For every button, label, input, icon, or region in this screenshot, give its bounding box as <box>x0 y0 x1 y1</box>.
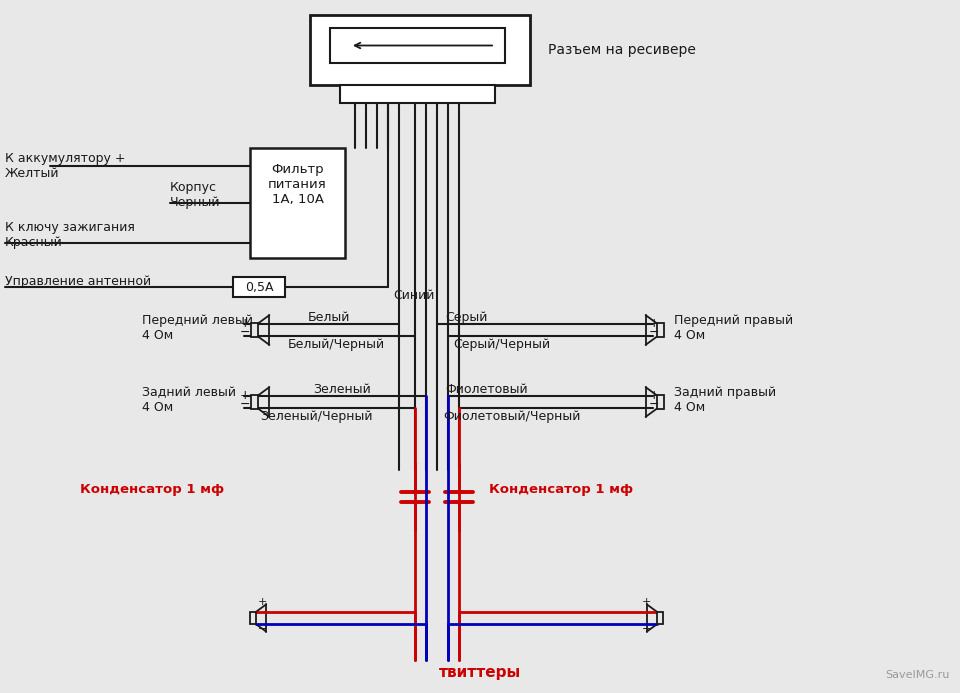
Text: +: + <box>649 317 660 330</box>
Bar <box>330 28 505 63</box>
Text: −: − <box>642 624 652 634</box>
Text: SaveIMG.ru: SaveIMG.ru <box>886 670 950 680</box>
Text: Разъем на ресивере: Разъем на ресивере <box>548 43 696 57</box>
Text: К аккумулятору +
Желтый: К аккумулятору + Желтый <box>5 152 126 180</box>
Text: +: + <box>258 597 267 607</box>
Bar <box>252 324 258 337</box>
Text: Фиолетовый: Фиолетовый <box>445 383 528 396</box>
Bar <box>233 277 285 297</box>
Bar <box>658 612 663 624</box>
Text: +: + <box>649 389 660 402</box>
Text: К ключу зажигания
Красный: К ключу зажигания Красный <box>5 221 134 249</box>
Text: Задний правый
4 Ом: Задний правый 4 Ом <box>674 386 776 414</box>
Bar <box>657 396 663 409</box>
Text: Синий: Синий <box>393 289 434 302</box>
Text: Зеленый: Зеленый <box>313 383 371 396</box>
Text: −: − <box>649 326 660 339</box>
Text: Серый/Черный: Серый/Черный <box>453 338 550 351</box>
Text: −: − <box>240 398 251 411</box>
Text: +: + <box>240 389 251 402</box>
Text: Белый/Черный: Белый/Черный <box>288 338 385 351</box>
Text: твиттеры: твиттеры <box>439 665 521 680</box>
Text: Задний левый
4 Ом: Задний левый 4 Ом <box>142 386 236 414</box>
Text: +: + <box>240 317 251 330</box>
Bar <box>250 148 345 258</box>
Text: Передний правый
4 Ом: Передний правый 4 Ом <box>674 314 793 342</box>
Bar <box>657 324 663 337</box>
Bar <box>340 85 495 103</box>
Text: Конденсатор 1 мф: Конденсатор 1 мф <box>489 483 634 496</box>
Text: Фильтр
питания
1А, 10А: Фильтр питания 1А, 10А <box>268 163 326 206</box>
Text: Конденсатор 1 мф: Конденсатор 1 мф <box>80 483 224 496</box>
Text: Управление антенной: Управление антенной <box>5 275 151 288</box>
Text: Передний левый
4 Ом: Передний левый 4 Ом <box>142 314 253 342</box>
Text: Зеленый/Черный: Зеленый/Черный <box>260 410 372 423</box>
Text: Корпус
Черный: Корпус Черный <box>170 181 221 209</box>
Text: Серый: Серый <box>445 310 488 324</box>
Bar <box>252 396 258 409</box>
Text: 0,5А: 0,5А <box>245 281 274 294</box>
Text: Белый: Белый <box>307 310 349 324</box>
Text: Фиолетовый/Черный: Фиолетовый/Черный <box>443 410 581 423</box>
Bar <box>250 612 256 624</box>
Text: −: − <box>258 624 267 634</box>
Text: −: − <box>649 398 660 411</box>
Bar <box>310 15 530 85</box>
Text: −: − <box>240 326 251 339</box>
Text: +: + <box>642 597 652 607</box>
